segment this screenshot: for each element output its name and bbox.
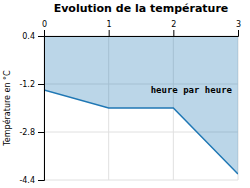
axis-line: [38, 37, 45, 181]
tick-mark: [38, 132, 44, 133]
tick-mark: [44, 30, 45, 36]
tick-label: -4.4: [19, 176, 35, 185]
area: [44, 36, 238, 174]
axis-line: [45, 30, 239, 37]
y-axis: 0.4 -1.2 -2.8 -4.4: [19, 32, 44, 185]
tick-label: -1.2: [19, 80, 35, 89]
grid: [44, 36, 238, 180]
tick: 0: [42, 20, 47, 36]
tick-mark: [38, 84, 44, 85]
tick-mark: [238, 30, 239, 36]
tick-mark: [109, 30, 110, 36]
tick-mark: [38, 180, 44, 181]
tick-label: 3: [236, 20, 241, 29]
tick-label: 2: [171, 20, 176, 29]
tick-mark: [173, 30, 174, 36]
tick-label: 0.4: [22, 32, 35, 41]
x-axis: 0 1 2 3: [42, 20, 241, 37]
line: [44, 90, 238, 174]
tick-label: 1: [107, 20, 112, 29]
tick-label: 0: [42, 20, 47, 29]
tick: -4.4: [19, 176, 44, 185]
grid-line: [44, 180, 238, 181]
tick: 2: [171, 20, 176, 36]
plot-area: [44, 36, 238, 174]
tick: -2.8: [19, 128, 44, 137]
tick: 0.4: [22, 32, 44, 41]
tick: 1: [107, 20, 112, 36]
tick-mark: [38, 36, 44, 37]
tick-label: -2.8: [19, 128, 35, 137]
title: Evolution de la température: [54, 2, 229, 15]
y-axis-title: Température en °C: [2, 70, 12, 147]
annotation: heure par heure: [151, 85, 233, 95]
chart: 0 1 2 3 0.4 -1.2 -2.8 -4.4 Evolution de la tempé…: [0, 0, 250, 188]
tick: -1.2: [19, 80, 44, 89]
tick: 3: [236, 20, 241, 36]
